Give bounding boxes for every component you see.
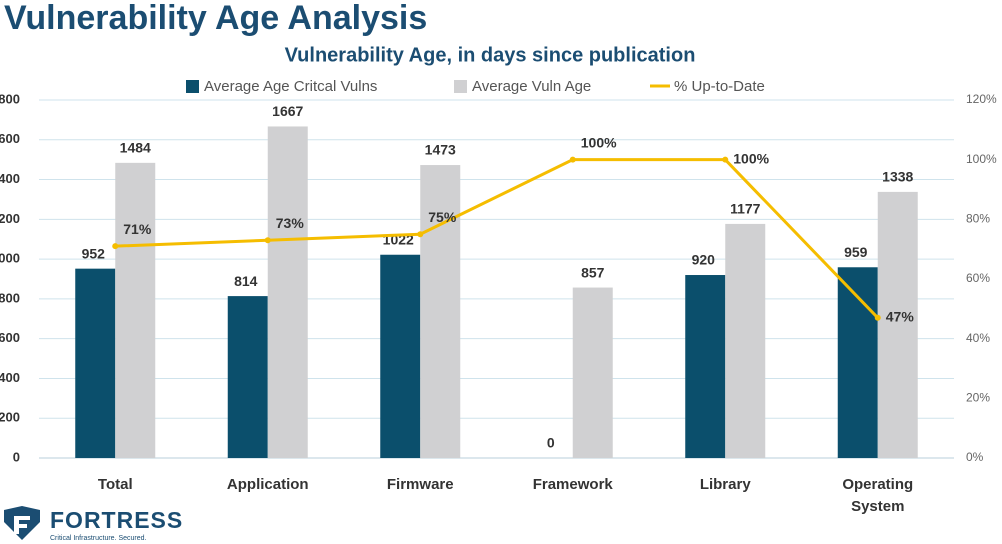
y-tick-label: 600 — [0, 330, 20, 345]
bar — [380, 254, 421, 458]
line-point — [417, 231, 424, 238]
data-label: 952 — [82, 245, 106, 261]
data-label: 47% — [886, 308, 915, 324]
bar — [685, 275, 726, 458]
legend-label: Average Vuln Age — [472, 78, 591, 95]
y2-tick-label: 40% — [966, 331, 990, 345]
bar — [227, 296, 268, 458]
logo-tagline: Critical Infrastructure. Secured. — [50, 535, 147, 542]
y-tick-label: 800 — [0, 290, 20, 305]
legend-swatch — [454, 80, 467, 93]
y2-tick-label: 0% — [966, 450, 984, 464]
data-label: 814 — [234, 273, 258, 289]
y2-tick-label: 80% — [966, 212, 990, 226]
data-label: 1338 — [882, 169, 913, 185]
legend-label: % Up-to-Date — [674, 78, 765, 95]
data-label: 73% — [276, 215, 305, 231]
y2-tick-label: 100% — [966, 152, 997, 166]
line-point — [569, 156, 576, 163]
bar — [75, 268, 116, 458]
y-tick-label: 1400 — [0, 171, 20, 186]
legend-swatch — [186, 80, 199, 93]
y2-tick-label: 120% — [966, 92, 997, 106]
legend-label: Average Age Critcal Vulns — [204, 78, 377, 95]
y-tick-label: 1600 — [0, 131, 20, 146]
logo: FORTRESS Critical Infrastructure. Secure… — [4, 506, 183, 542]
line-point — [874, 314, 881, 321]
bar — [420, 165, 461, 458]
bar — [725, 223, 766, 458]
line-point — [112, 243, 119, 250]
y-tick-label: 1200 — [0, 211, 20, 226]
data-label: 920 — [692, 252, 716, 268]
data-label: 1484 — [120, 140, 151, 156]
data-label: 959 — [844, 244, 868, 260]
line-point — [722, 156, 729, 163]
bar — [267, 126, 308, 459]
data-label: 1473 — [425, 142, 456, 158]
data-label: 1667 — [272, 103, 303, 119]
page-title: Vulnerability Age Analysis — [4, 0, 427, 37]
x-tick-label: Application — [226, 476, 309, 493]
bar — [877, 191, 918, 459]
x-tick-label: Framework — [532, 476, 613, 493]
x-tick-label: Library — [699, 476, 751, 493]
chart-title: Vulnerability Age, in days since publica… — [285, 44, 696, 66]
line — [115, 158, 879, 319]
logo-icon-f — [14, 516, 30, 534]
bar — [572, 287, 613, 458]
data-label: 0 — [547, 435, 555, 451]
x-tick-label: Total — [97, 476, 133, 493]
y-tick-label: 400 — [0, 370, 20, 385]
data-label: 71% — [123, 221, 152, 237]
logo-icon — [4, 506, 40, 540]
y-tick-label: 0 — [13, 449, 20, 464]
logo-name: FORTRESS — [50, 507, 183, 533]
data-label: 1177 — [730, 201, 761, 217]
y2-tick-label: 60% — [966, 271, 990, 285]
data-label: 100% — [581, 134, 617, 150]
data-label: 100% — [733, 150, 769, 166]
x-tick-label: Firmware — [386, 476, 454, 493]
y-tick-label: 1800 — [0, 91, 20, 106]
line-point — [264, 237, 271, 244]
y-tick-label: 1000 — [0, 251, 20, 266]
bar — [115, 162, 156, 459]
y-tick-label: 200 — [0, 410, 20, 425]
x-tick-label: Operating System — [842, 476, 914, 515]
y2-tick-label: 20% — [966, 391, 990, 405]
data-label: 75% — [428, 209, 457, 225]
data-label: 857 — [581, 264, 605, 280]
